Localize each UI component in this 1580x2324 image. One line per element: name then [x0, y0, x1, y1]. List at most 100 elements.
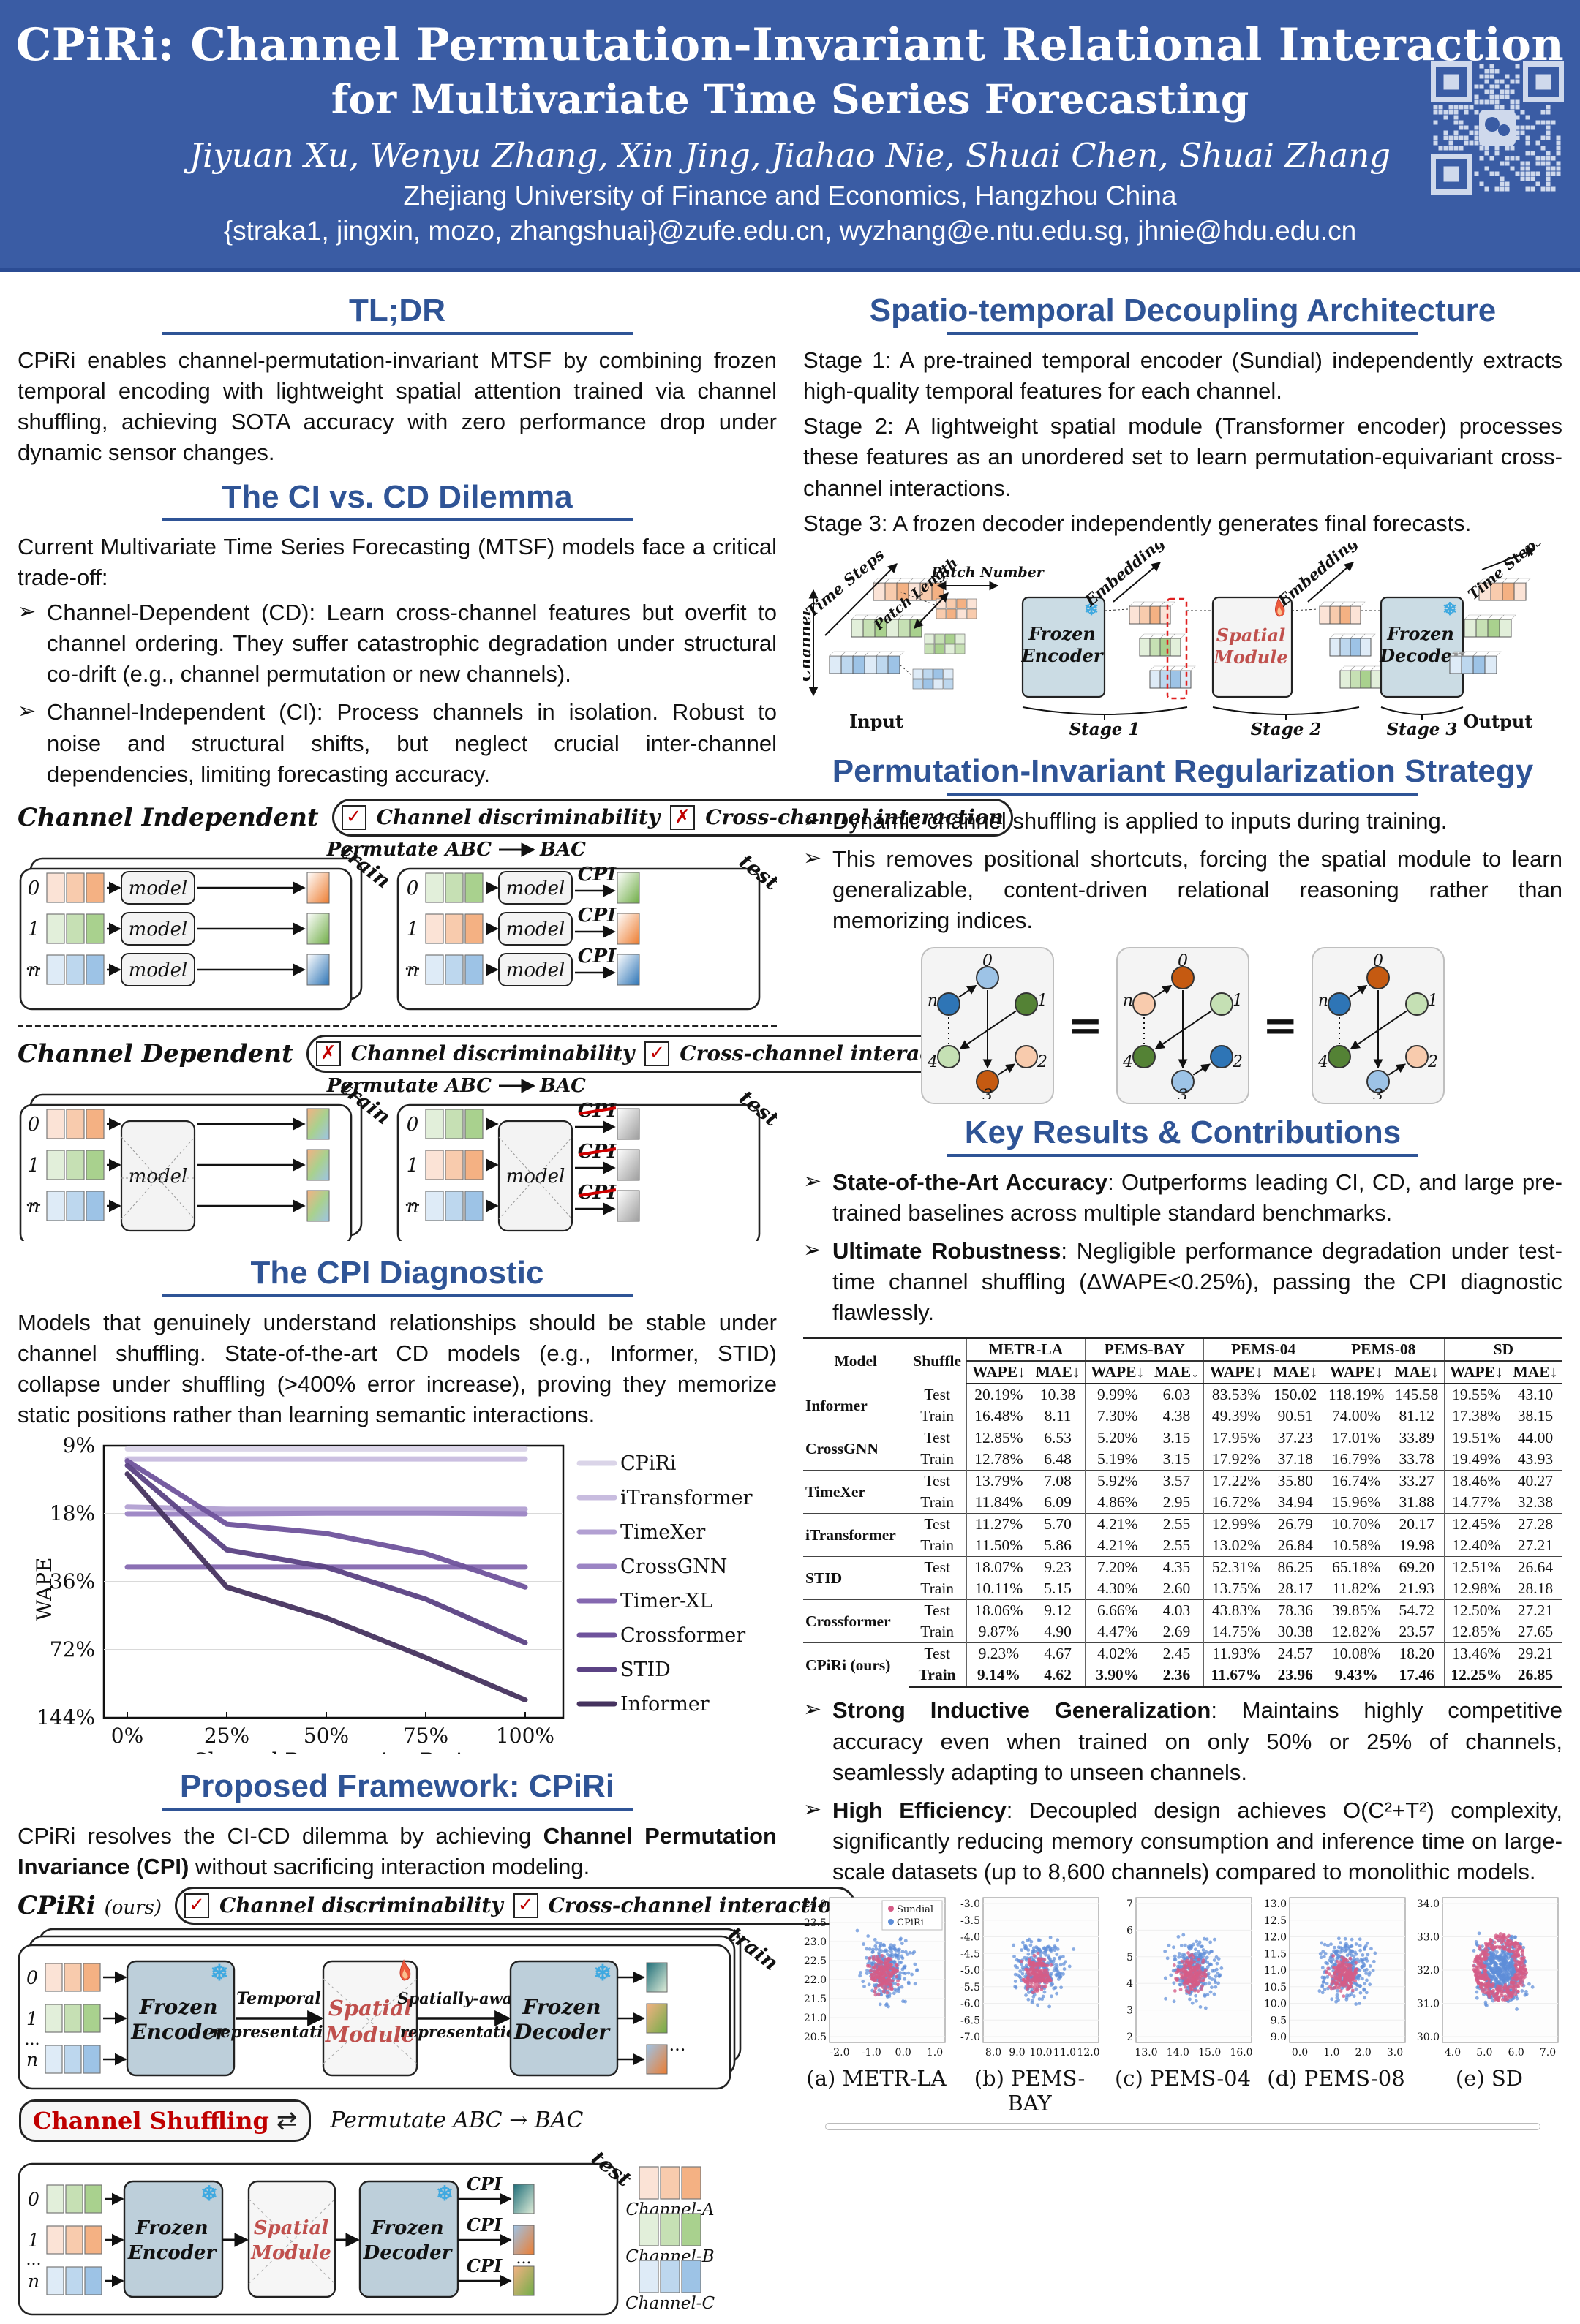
heading-rule: [947, 332, 1418, 335]
svg-text:Encoder: Encoder: [130, 2020, 227, 2044]
svg-text:Channel Permutation Ratio: Channel Permutation Ratio: [192, 1748, 475, 1754]
check-icon: ✓: [644, 1041, 670, 1066]
tsne-scatter-2: -3.0 -3.5 -4.0 -4.5 -5.0 -5.5 -6.0 -6.5 -7.0 8.0 9…: [960, 1897, 1099, 2059]
svg-text:31.0: 31.0: [1417, 1999, 1440, 2010]
authors-line: Jiyuan Xu, Wenyu Zhang, Xin Jing, Jiahao…: [189, 136, 1391, 175]
svg-text:CPI: CPI: [578, 905, 617, 927]
svg-text:1: 1: [28, 2230, 40, 2251]
svg-text:10.0: 10.0: [1029, 2047, 1052, 2059]
tsne-scatter-5: 34.0 33.0 32.0 31.0 30.0 4.0 5.0 6.0 7.0: [1417, 1897, 1559, 2059]
svg-text:Frozen: Frozen: [522, 1995, 601, 2019]
svg-text:STID: STID: [620, 1659, 671, 1681]
cross-icon: ✗: [670, 804, 696, 830]
right-column: Spatio-temporal Decoupling Architecture …: [796, 282, 1562, 2324]
svg-text:BAC: BAC: [539, 1076, 586, 1097]
shuffle-icon: ⇄: [276, 2105, 298, 2135]
svg-text:30.0: 30.0: [1417, 2031, 1440, 2043]
svg-text:100%: 100%: [496, 1724, 554, 1748]
svg-text:1: 1: [1233, 992, 1243, 1010]
svg-text:6: 6: [1126, 1925, 1133, 1937]
bullet-arrow-icon: ➢: [803, 1796, 822, 1822]
svg-text:Informer: Informer: [620, 1693, 710, 1716]
svg-text:9%: 9%: [63, 1435, 95, 1457]
svg-text:1: 1: [28, 918, 40, 940]
svg-text:12.5: 12.5: [1263, 1915, 1286, 1927]
section-heading-framework: Proposed Framework: CPiRi: [179, 1767, 615, 1804]
svg-text:10.5: 10.5: [1263, 1982, 1286, 1993]
svg-text:14.0: 14.0: [1167, 2047, 1189, 2059]
tldr-text: CPiRi enables channel-permutation-invari…: [18, 347, 777, 466]
svg-text:34.0: 34.0: [1417, 1898, 1440, 1910]
heading-rule: [947, 1153, 1418, 1157]
poster-title-line2: for Multivariate Time Series Forecasting: [331, 75, 1249, 123]
bullet-arrow-icon: ➢: [803, 807, 822, 833]
svg-text:3: 3: [1126, 2005, 1133, 2017]
svg-text:3: 3: [982, 1087, 993, 1099]
framework-train-diagram: train...01n...❄FrozenEncoderTemporalrepr…: [18, 1921, 783, 2090]
svg-text:CPI: CPI: [467, 2173, 503, 2195]
svg-text:1: 1: [407, 918, 419, 940]
check-icon: ✓: [341, 804, 366, 830]
tsne-scatter-3: 7 6 5 4 3 213.0 14.0 15.0 16.0: [1126, 1897, 1253, 2059]
stage3-text: Stage 3: A frozen decoder independently …: [803, 510, 1472, 536]
section-heading-tldr: TL;DR: [349, 293, 445, 328]
bullet-arrow-icon: ➢: [18, 698, 37, 725]
svg-text:4: 4: [1126, 1978, 1133, 1990]
svg-text:n: n: [407, 959, 419, 981]
svg-text:-7.0: -7.0: [960, 2031, 980, 2043]
svg-text:0: 0: [28, 2189, 40, 2210]
svg-text:iTransformer: iTransformer: [620, 1487, 753, 1509]
svg-text:❄: ❄: [593, 1961, 612, 1986]
svg-text:Spatial: Spatial: [328, 1996, 412, 2021]
svg-text:CPI: CPI: [578, 864, 617, 886]
svg-text:25%: 25%: [204, 1724, 249, 1748]
svg-text:5.0: 5.0: [1476, 2047, 1492, 2059]
svg-text:4: 4: [927, 1053, 938, 1071]
check-icon: ✓: [513, 1893, 538, 1918]
svg-text:4: 4: [1317, 1053, 1328, 1071]
framework-diagram-header: CPiRi (ours) ✓ Channel discriminability ✓ C…: [18, 1886, 857, 1925]
svg-text:1.0: 1.0: [1323, 2047, 1339, 2059]
svg-text:24.0: 24.0: [804, 1898, 827, 1910]
svg-text:21.5: 21.5: [804, 1993, 827, 2005]
svg-text:Decoder: Decoder: [1379, 645, 1463, 666]
svg-text:9.0: 9.0: [1270, 2031, 1286, 2043]
missing-channels-legend: [825, 2123, 1540, 2131]
equals-sign: =: [1263, 1000, 1298, 1051]
channel-dependent-diagram: Permutate ABCBACtraintest00CPI11CPInnCPI…: [19, 1075, 783, 1247]
qr-code: [1431, 61, 1564, 195]
svg-text:...: ...: [405, 1190, 421, 1210]
permutation-graph-cards: 0 1 2 3 4 n = 0 1 2 3 4 n = 0 1 2 3 4 n: [803, 946, 1562, 1105]
svg-text:0%: 0%: [111, 1724, 143, 1748]
svg-text:11.5: 11.5: [1263, 1949, 1286, 1961]
svg-text:Encoder: Encoder: [1020, 645, 1104, 666]
svg-text:33.0: 33.0: [1417, 1932, 1440, 1944]
capability-label: Channel discriminability: [219, 1893, 503, 1918]
svg-text:-1.0: -1.0: [862, 2047, 881, 2059]
channel-shuffling-label: Channel Shuffling: [33, 2106, 269, 2135]
cd-diagram-header: Channel Dependent ✗ Channel discriminabil…: [18, 1034, 988, 1073]
svg-text:8.0: 8.0: [985, 2047, 1001, 2059]
results-bullet-robustness: ➢ Ultimate Robustness: Negligible perform…: [803, 1236, 1562, 1332]
svg-text:Timer-XL: Timer-XL: [620, 1590, 713, 1612]
svg-text:Spatial: Spatial: [254, 2217, 329, 2239]
svg-text:...: ...: [405, 954, 421, 974]
svg-text:18%: 18%: [50, 1501, 95, 1525]
svg-text:3.0: 3.0: [1386, 2047, 1402, 2059]
svg-text:Module: Module: [325, 2022, 415, 2047]
svg-text:2.0: 2.0: [1355, 2047, 1371, 2059]
svg-text:Decoder: Decoder: [363, 2242, 454, 2264]
svg-text:Decoder: Decoder: [514, 2020, 611, 2044]
results-bullet-generalization: ➢ Strong Inductive Generalization: Mainta…: [803, 1695, 1562, 1792]
svg-text:0: 0: [982, 952, 993, 970]
svg-text:0.0: 0.0: [1291, 2047, 1307, 2059]
svg-text:-2.0: -2.0: [830, 2047, 850, 2059]
svg-text:9.0: 9.0: [1009, 2047, 1025, 2059]
svg-text:Spatially-aware: Spatially-aware: [397, 1989, 530, 2007]
svg-text:representation: representation: [400, 2023, 527, 2041]
section-heading-regularization: Permutation-Invariant Regularization Str…: [832, 752, 1534, 789]
affiliation-line: Zhejiang University of Finance and Econo…: [403, 181, 1177, 211]
svg-text:13.0: 13.0: [1135, 2047, 1157, 2059]
heading-rule: [947, 792, 1418, 796]
svg-text:CPI: CPI: [467, 2255, 503, 2276]
